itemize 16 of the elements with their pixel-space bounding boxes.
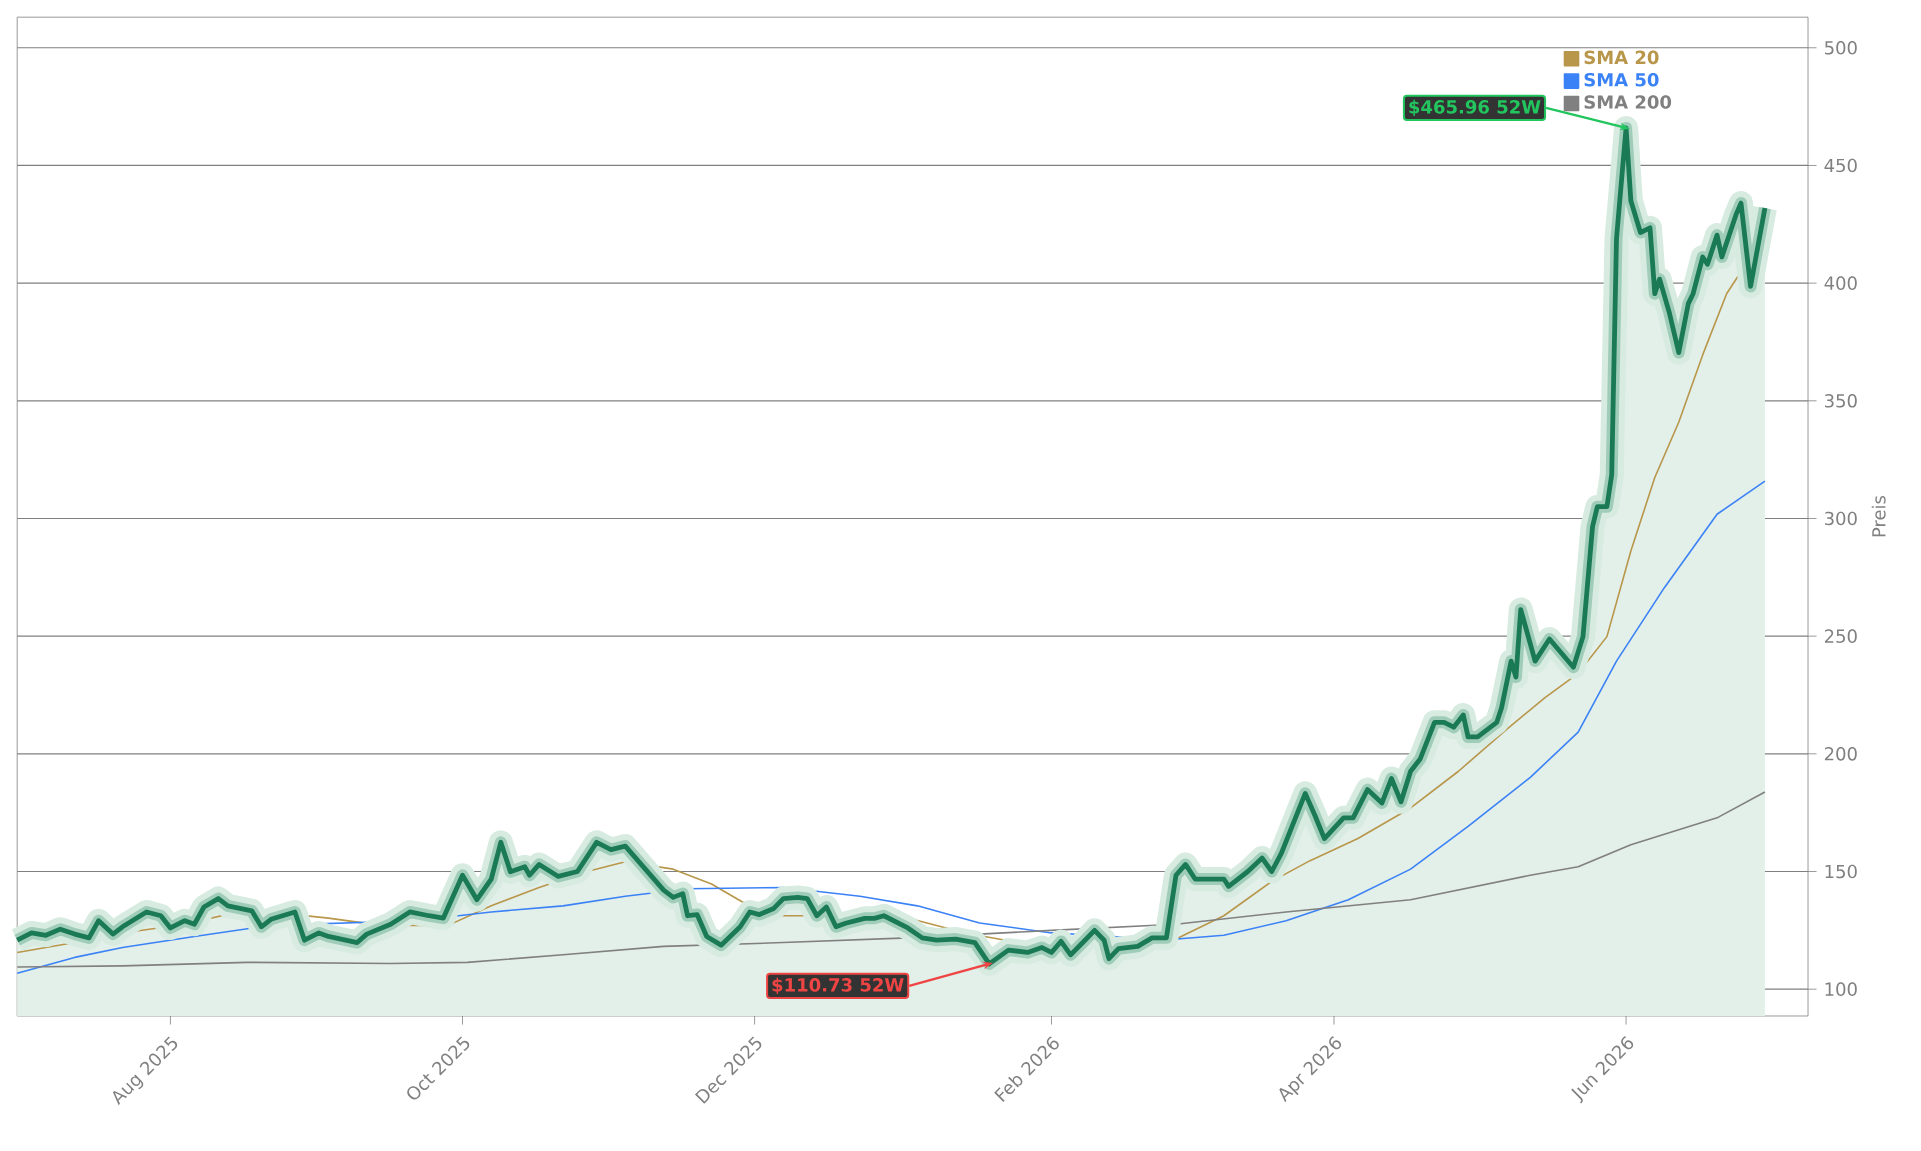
y-tick-label: 250 — [1824, 629, 1857, 643]
y-tick-label: 100 — [1825, 982, 1857, 996]
annotation: $110.73 52W — [772, 977, 904, 995]
line-series — [16, 791, 1766, 968]
legend-label: SMA 200 — [1584, 95, 1672, 109]
y-axis-title: Preis — [1871, 495, 1886, 537]
y-tick-label: 200 — [1824, 747, 1857, 761]
legend-label: SMA 20 — [1584, 50, 1659, 65]
y-tick-label: 350 — [1825, 393, 1857, 408]
y-tick-label: 400 — [1824, 276, 1857, 290]
y-tick-label: 300 — [1825, 511, 1857, 526]
y-tick-label: 150 — [1825, 864, 1857, 879]
annotation: $465.96 52W — [1409, 99, 1541, 117]
y-tick-label: 500 — [1825, 40, 1857, 55]
legend-label: SMA 50 — [1584, 72, 1659, 87]
y-tick-label: 450 — [1824, 158, 1857, 173]
